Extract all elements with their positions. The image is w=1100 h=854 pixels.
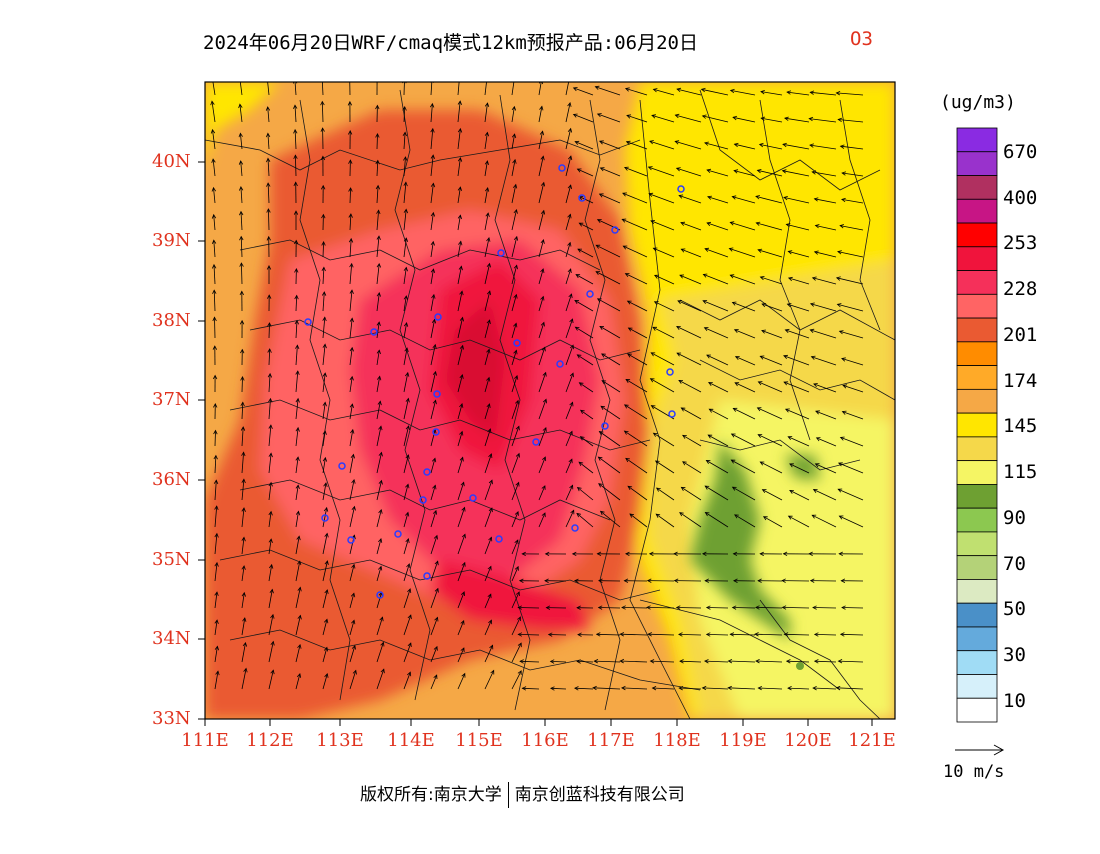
lat-label: 35N (152, 549, 192, 570)
legend-swatch (957, 437, 997, 461)
wind-arrow-head (512, 78, 516, 82)
legend-swatch (957, 294, 997, 318)
wind-arrow-head (321, 77, 325, 81)
legend-label: 670 (1003, 141, 1037, 163)
legend-unit: (ug/m3) (940, 92, 1016, 113)
legend-label: 174 (1003, 370, 1037, 392)
wind-arrow-shaft (269, 323, 270, 338)
legend-swatch (957, 579, 997, 603)
legend-swatch (957, 461, 997, 485)
lon-label: 121E (842, 730, 902, 751)
copyright-owner: 版权所有:南京大学 (360, 785, 502, 805)
wind-arrow-shaft (518, 608, 539, 609)
wind-arrow-shaft (215, 431, 216, 447)
wind-arrow-head (348, 74, 352, 78)
legend-swatch (957, 674, 997, 698)
ozone-field (205, 82, 895, 719)
copyright: 版权所有:南京大学南京创蓝科技有限公司 (360, 780, 685, 808)
lat-label: 33N (152, 708, 192, 729)
legend-swatch (957, 247, 997, 271)
wind-arrow-head (458, 75, 462, 79)
legend-swatch (957, 199, 997, 223)
lon-label: 112E (240, 730, 300, 751)
lon-label: 111E (175, 730, 235, 751)
legend-swatch (957, 508, 997, 532)
legend-swatch (957, 318, 997, 342)
legend-colorbar (957, 128, 997, 722)
wind-arrow-shaft (215, 317, 216, 338)
legend-swatch (957, 532, 997, 556)
lon-label: 116E (515, 730, 575, 751)
copyright-company: 南京创蓝科技有限公司 (515, 785, 685, 805)
legend-swatch (957, 603, 997, 627)
legend-label: 30 (1003, 644, 1026, 666)
lon-label: 119E (713, 730, 773, 751)
lon-label: 113E (310, 730, 370, 751)
legend-swatch (957, 152, 997, 176)
legend-label: 253 (1003, 232, 1037, 254)
legend-swatch (957, 223, 997, 247)
legend-swatch (957, 556, 997, 580)
wind-arrow-shaft (813, 608, 836, 609)
wind-arrow-head (485, 74, 489, 78)
lon-label: 114E (381, 730, 441, 751)
lat-label: 39N (152, 230, 192, 251)
legend-label: 145 (1003, 415, 1037, 437)
lon-label: 115E (449, 730, 509, 751)
lon-label: 118E (647, 730, 707, 751)
wind-reference-arrow (955, 745, 1003, 755)
legend-swatch (957, 651, 997, 675)
lon-label: 120E (778, 730, 838, 751)
wind-arrow-head (211, 75, 215, 79)
legend-swatch (957, 413, 997, 437)
legend-swatch (957, 128, 997, 152)
wind-arrow-head (238, 75, 242, 79)
legend-swatch (957, 627, 997, 651)
lon-label: 117E (581, 730, 641, 751)
legend-swatch (957, 698, 997, 722)
legend-label: 228 (1003, 278, 1037, 300)
wind-arrow-shaft (377, 134, 378, 149)
lat-label: 37N (152, 389, 192, 410)
lat-label: 40N (152, 151, 192, 172)
wind-arrow-shaft (707, 608, 728, 609)
wind-arrow-head (375, 76, 379, 80)
legend-swatch (957, 389, 997, 413)
wind-arrow-shaft (549, 635, 566, 636)
wind-reference-label: 10 m/s (943, 762, 1004, 782)
wind-arrow-shaft (242, 377, 243, 392)
wind-arrow-shaft (842, 608, 863, 609)
legend-label: 10 (1003, 690, 1026, 712)
lat-label: 36N (152, 469, 192, 490)
copyright-divider (508, 782, 509, 808)
legend-swatch (957, 366, 997, 390)
legend-label: 50 (1003, 598, 1026, 620)
legend-label: 70 (1003, 553, 1026, 575)
legend-swatch (957, 176, 997, 200)
legend-swatch (957, 342, 997, 366)
wind-arrow-shaft (622, 608, 647, 609)
wind-arrow-shaft (733, 608, 755, 609)
lat-label: 38N (152, 310, 192, 331)
legend-label: 400 (1003, 187, 1037, 209)
lat-label: 34N (152, 628, 192, 649)
legend-swatch (957, 271, 997, 295)
wind-arrow-shaft (677, 608, 701, 609)
legend-label: 115 (1003, 461, 1037, 483)
wind-arrow-shaft (599, 608, 620, 609)
legend-label: 90 (1003, 507, 1026, 529)
legend-label: 201 (1003, 324, 1037, 346)
legend-swatch (957, 484, 997, 508)
